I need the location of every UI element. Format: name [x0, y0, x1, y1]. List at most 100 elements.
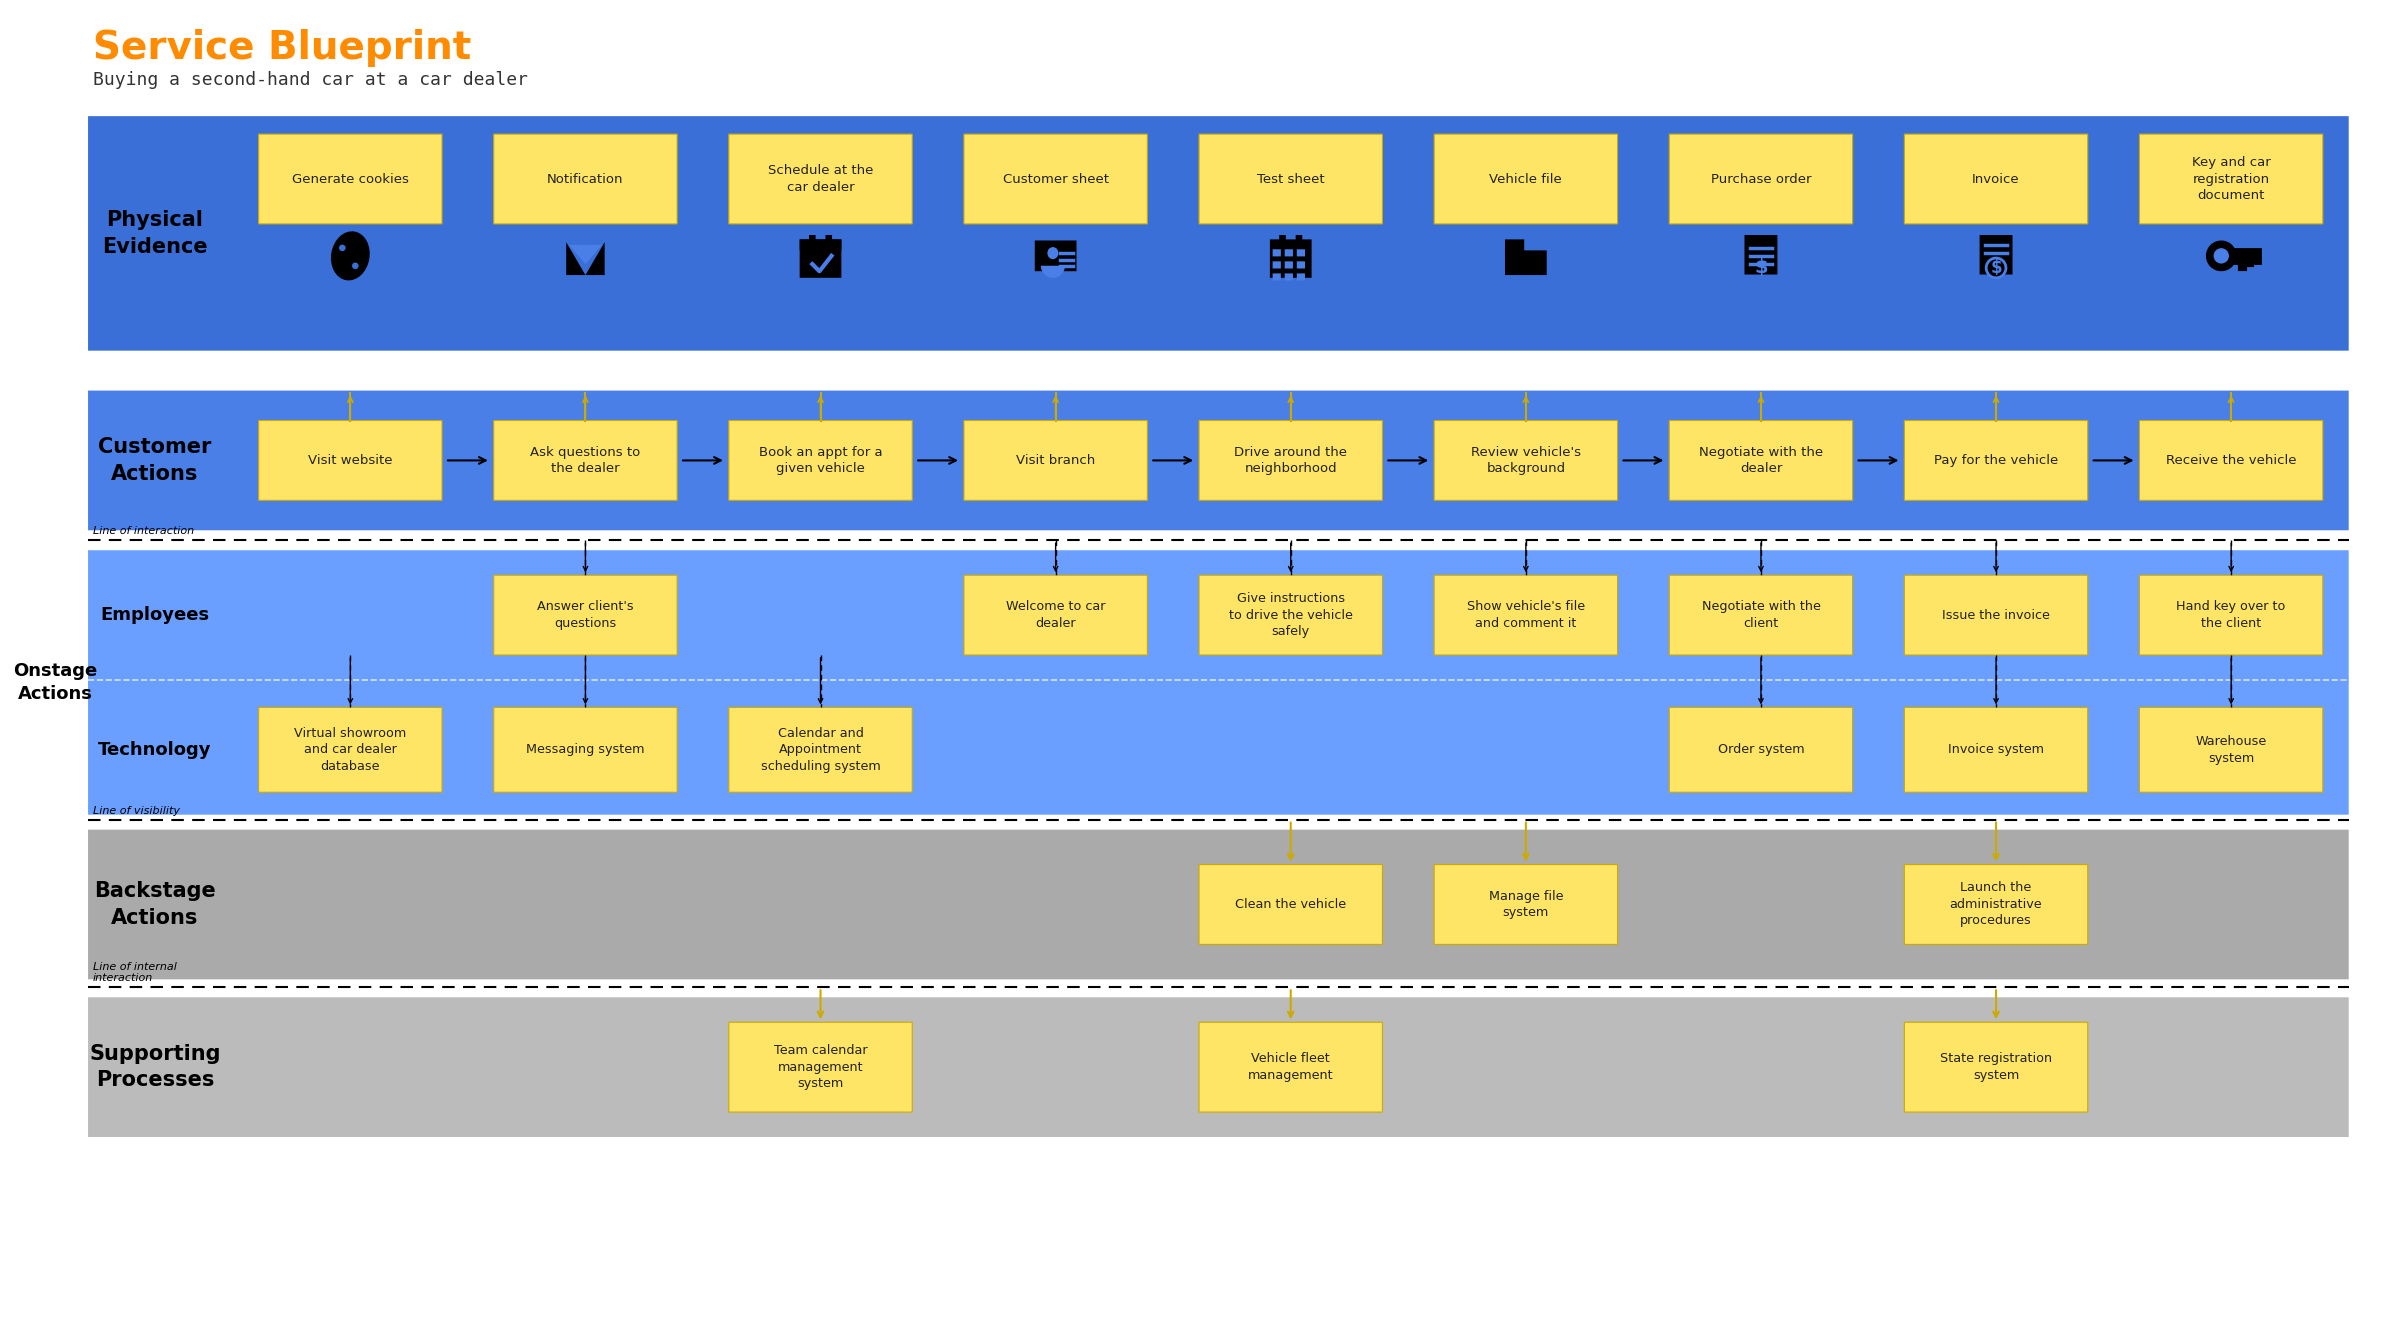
Text: Pay for the vehicle: Pay for the vehicle [1934, 454, 2059, 467]
FancyBboxPatch shape [2138, 575, 2323, 656]
FancyBboxPatch shape [1903, 865, 2088, 945]
FancyBboxPatch shape [1284, 261, 1294, 268]
FancyBboxPatch shape [809, 235, 816, 244]
FancyBboxPatch shape [1435, 575, 1618, 656]
FancyBboxPatch shape [2138, 134, 2323, 224]
Polygon shape [569, 245, 602, 264]
FancyBboxPatch shape [1435, 421, 1618, 500]
FancyBboxPatch shape [965, 134, 1147, 224]
Circle shape [2206, 240, 2237, 271]
FancyBboxPatch shape [1284, 273, 1294, 280]
Text: Review vehicle's
background: Review vehicle's background [1471, 446, 1582, 475]
FancyBboxPatch shape [1270, 239, 1310, 277]
Text: Book an appt for a
given vehicle: Book an appt for a given vehicle [758, 446, 883, 475]
Text: Schedule at the
car dealer: Schedule at the car dealer [768, 165, 874, 194]
Text: Team calendar
management
system: Team calendar management system [773, 1044, 866, 1091]
FancyBboxPatch shape [1435, 134, 1618, 224]
Circle shape [2213, 248, 2230, 264]
FancyBboxPatch shape [1670, 134, 1853, 224]
FancyBboxPatch shape [1034, 240, 1078, 271]
FancyBboxPatch shape [1980, 235, 2014, 275]
Ellipse shape [338, 244, 346, 251]
Text: Visit branch: Visit branch [1015, 454, 1094, 467]
Text: Order system: Order system [1718, 743, 1805, 756]
Text: Buying a second-hand car at a car dealer: Buying a second-hand car at a car dealer [94, 72, 528, 89]
Text: Vehicle file: Vehicle file [1490, 173, 1562, 186]
FancyBboxPatch shape [826, 235, 833, 244]
FancyBboxPatch shape [89, 998, 2350, 1137]
FancyBboxPatch shape [1200, 134, 1382, 224]
FancyBboxPatch shape [259, 707, 442, 792]
Text: Visit website: Visit website [307, 454, 394, 467]
FancyBboxPatch shape [799, 239, 842, 277]
Circle shape [1987, 257, 2006, 277]
Text: Answer client's
questions: Answer client's questions [538, 600, 634, 630]
Text: Ask questions to
the dealer: Ask questions to the dealer [530, 446, 641, 475]
FancyBboxPatch shape [89, 117, 2350, 350]
FancyBboxPatch shape [1200, 421, 1382, 500]
FancyBboxPatch shape [494, 575, 677, 656]
Text: Negotiate with the
dealer: Negotiate with the dealer [1699, 446, 1824, 475]
Text: Warehouse
system: Warehouse system [2196, 735, 2266, 764]
FancyBboxPatch shape [1903, 575, 2088, 656]
FancyBboxPatch shape [965, 421, 1147, 500]
FancyBboxPatch shape [1903, 421, 2088, 500]
FancyBboxPatch shape [1037, 242, 1075, 269]
FancyBboxPatch shape [1296, 261, 1306, 268]
FancyBboxPatch shape [1200, 1022, 1382, 1112]
FancyBboxPatch shape [1272, 261, 1282, 268]
Polygon shape [566, 242, 605, 275]
FancyBboxPatch shape [89, 551, 2350, 815]
FancyBboxPatch shape [1296, 273, 1306, 280]
Text: State registration
system: State registration system [1939, 1052, 2052, 1082]
Ellipse shape [353, 263, 358, 269]
FancyBboxPatch shape [1200, 575, 1382, 656]
FancyBboxPatch shape [1296, 235, 1303, 244]
FancyBboxPatch shape [1296, 249, 1306, 256]
FancyBboxPatch shape [1670, 421, 1853, 500]
Text: Launch the
administrative
procedures: Launch the administrative procedures [1949, 881, 2042, 928]
Text: Customer sheet: Customer sheet [1003, 173, 1109, 186]
Ellipse shape [331, 231, 370, 280]
Text: Drive around the
neighborhood: Drive around the neighborhood [1234, 446, 1346, 475]
FancyBboxPatch shape [89, 829, 2350, 979]
Text: Line of interaction: Line of interaction [94, 527, 194, 536]
FancyBboxPatch shape [494, 707, 677, 792]
FancyBboxPatch shape [730, 421, 912, 500]
Text: Key and car
registration
document: Key and car registration document [2191, 157, 2270, 202]
FancyBboxPatch shape [494, 134, 677, 224]
FancyBboxPatch shape [1903, 1022, 2088, 1112]
Text: $: $ [1754, 257, 1769, 277]
FancyBboxPatch shape [799, 239, 842, 251]
FancyBboxPatch shape [259, 421, 442, 500]
Text: Vehicle fleet
management: Vehicle fleet management [1248, 1052, 1334, 1082]
Text: Hand key over to
the client: Hand key over to the client [2177, 600, 2285, 630]
FancyBboxPatch shape [1903, 707, 2088, 792]
FancyBboxPatch shape [494, 421, 677, 500]
Text: Calendar and
Appointment
scheduling system: Calendar and Appointment scheduling syst… [761, 727, 881, 772]
Text: Clean the vehicle: Clean the vehicle [1236, 898, 1346, 912]
Text: Onstage
Actions: Onstage Actions [12, 662, 98, 703]
Text: Service Blueprint: Service Blueprint [94, 29, 470, 68]
Text: Generate cookies: Generate cookies [293, 173, 408, 186]
FancyBboxPatch shape [1670, 575, 1853, 656]
Text: Supporting
Processes: Supporting Processes [89, 1044, 221, 1091]
FancyBboxPatch shape [1903, 134, 2088, 224]
FancyBboxPatch shape [1435, 865, 1618, 945]
Text: Purchase order: Purchase order [1711, 173, 1812, 186]
Text: Physical
Evidence: Physical Evidence [103, 210, 209, 256]
Text: Line of internal
interaction: Line of internal interaction [94, 962, 178, 983]
FancyBboxPatch shape [1505, 251, 1546, 275]
FancyBboxPatch shape [1279, 235, 1286, 244]
FancyBboxPatch shape [1200, 865, 1382, 945]
Text: Technology: Technology [98, 740, 211, 759]
Text: Manage file
system: Manage file system [1488, 889, 1562, 920]
Text: Notification: Notification [547, 173, 624, 186]
Text: Employees: Employees [101, 606, 209, 624]
Text: Negotiate with the
client: Negotiate with the client [1702, 600, 1819, 630]
Text: Give instructions
to drive the vehicle
safely: Give instructions to drive the vehicle s… [1229, 592, 1354, 638]
FancyBboxPatch shape [1272, 273, 1282, 280]
Text: Customer
Actions: Customer Actions [98, 437, 211, 483]
Text: Receive the vehicle: Receive the vehicle [2165, 454, 2297, 467]
Text: Virtual showroom
and car dealer
database: Virtual showroom and car dealer database [295, 727, 406, 772]
